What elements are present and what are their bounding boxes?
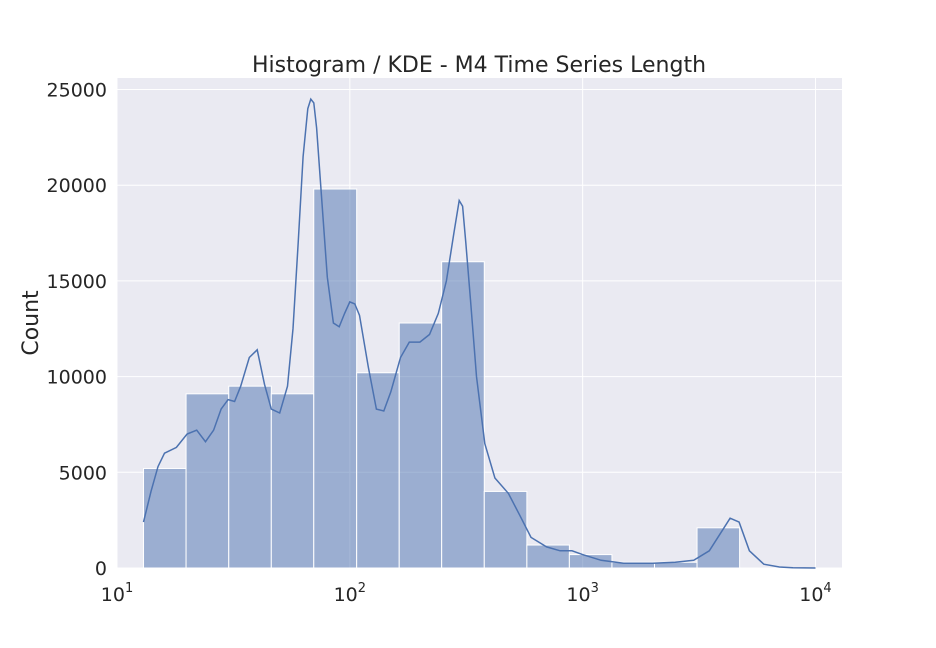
histogram-bar: [356, 372, 400, 569]
y-tick-labels: 0 5000 10000 15000 20000 25000: [47, 79, 107, 580]
kde-curve: [142, 97, 816, 569]
y-tick-label: 10000: [47, 367, 107, 389]
y-tick-label: 25000: [47, 79, 107, 101]
histogram-bar: [526, 544, 570, 569]
x-tick-label: 103: [566, 581, 598, 606]
histogram-bar: [143, 467, 187, 569]
x-tick-label: 102: [334, 581, 366, 606]
histogram-bar: [313, 188, 358, 569]
y-tick-label: 5000: [59, 462, 107, 484]
x-tick-label: 104: [799, 581, 831, 606]
y-tick-label: 0: [95, 558, 107, 580]
histogram-bar: [398, 322, 443, 569]
histogram-bar: [270, 393, 315, 569]
chart-title: Histogram / KDE - M4 Time Series Length: [252, 53, 706, 78]
histogram-bar: [228, 385, 272, 569]
x-tick-label: 101: [101, 581, 133, 606]
y-axis-label: Count: [19, 290, 44, 356]
y-tick-label: 15000: [47, 271, 107, 293]
y-tick-label: 20000: [47, 175, 107, 197]
histogram-bar: [441, 261, 485, 569]
histogram-bar: [185, 393, 230, 569]
x-tick-labels: 101 102 103 104: [101, 581, 832, 606]
histogram-bar: [483, 490, 528, 569]
histogram-bars: [143, 188, 741, 569]
histogram-bar: [696, 527, 741, 569]
